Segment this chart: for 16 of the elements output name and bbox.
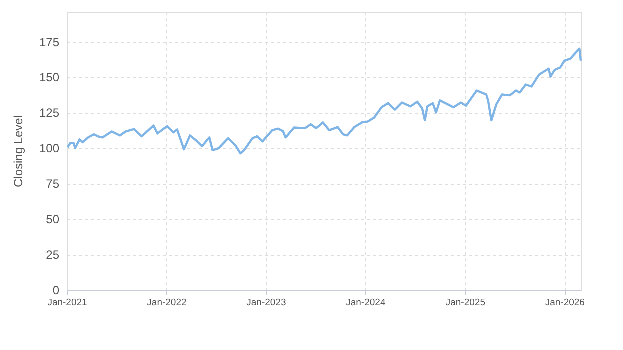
x-tick-label: Jan-2021 xyxy=(48,298,88,308)
line-series xyxy=(66,48,582,155)
y-tick-label: 0 xyxy=(52,284,60,298)
x-tick-label: Jan-2022 xyxy=(147,298,187,308)
x-tick-label: Jan-2023 xyxy=(246,298,286,308)
x-tick-label: Jan-2024 xyxy=(346,298,386,308)
y-tick-label: 75 xyxy=(46,177,60,192)
y-tick-label: 25 xyxy=(46,248,60,262)
x-tick-label: Jan-2025 xyxy=(446,298,486,308)
y-tick-label: 175 xyxy=(39,35,60,50)
y-tick-label: 50 xyxy=(46,212,60,227)
y-tick-label: 100 xyxy=(39,142,60,156)
y-axis-title: Closing Level xyxy=(11,115,26,188)
x-tick-label: Jan-2026 xyxy=(545,298,585,308)
y-tick-label: 125 xyxy=(39,106,60,120)
y-tick-label: 150 xyxy=(39,70,60,85)
